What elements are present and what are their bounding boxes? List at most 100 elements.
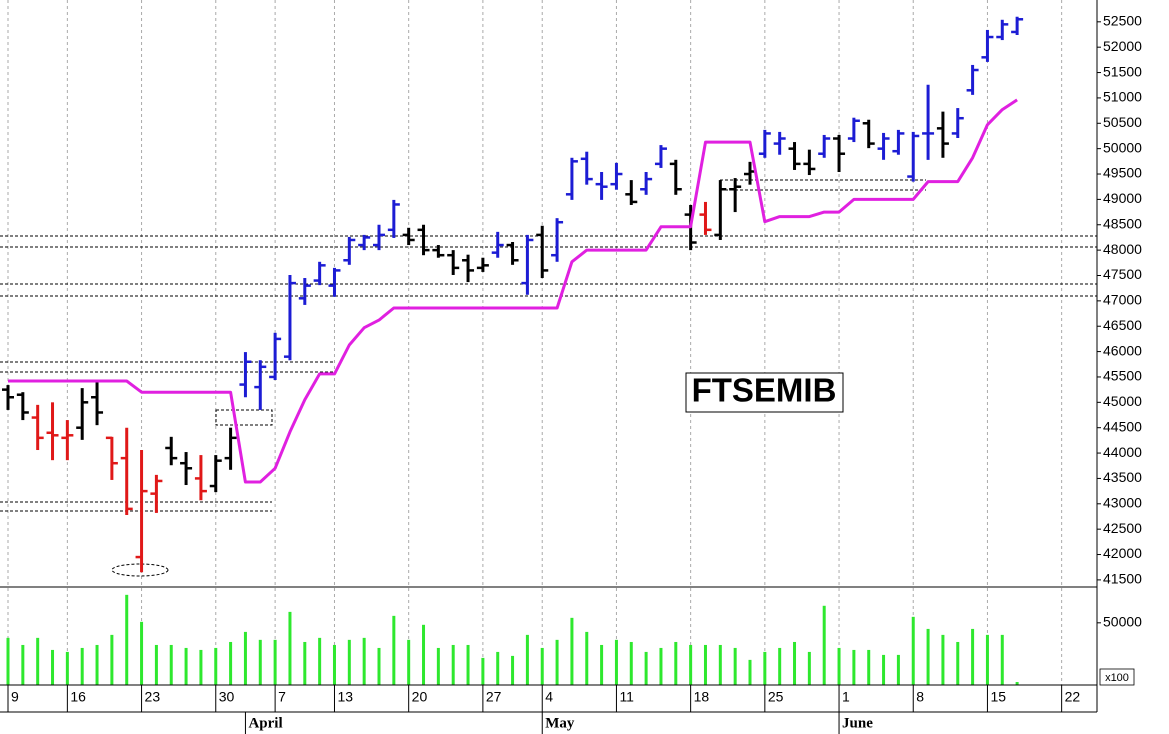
y-tick-label: 47500 [1103, 266, 1142, 282]
y-tick-label: 51500 [1103, 63, 1142, 79]
volume-bar [214, 647, 218, 685]
y-tick-label: 52500 [1103, 13, 1142, 29]
volume-bar [288, 611, 292, 685]
volume-bar [941, 634, 945, 685]
volume-bar [867, 649, 871, 685]
volume-bar [718, 644, 722, 685]
title-box [685, 372, 844, 413]
volume-bar [1015, 682, 1019, 685]
volume-bar [273, 639, 277, 685]
volume-bar [733, 647, 737, 685]
volume-bar [822, 605, 826, 685]
volume-bar [318, 637, 322, 685]
volume-bar [896, 654, 900, 685]
volume-bar [377, 647, 381, 685]
y-tick-label: 47000 [1103, 292, 1142, 308]
volume-bar [140, 621, 144, 685]
volume-bar [258, 639, 262, 685]
volume-bar [778, 647, 782, 685]
y-tick-label: 49500 [1103, 165, 1142, 181]
volume-bar [748, 659, 752, 685]
y-tick-label: 46500 [1103, 317, 1142, 333]
volume-bar [496, 651, 500, 685]
volume-bar [392, 615, 396, 685]
volume-bar [481, 657, 485, 685]
volume-bar [6, 637, 10, 685]
y-tick-label: 44500 [1103, 418, 1142, 434]
volume-bar [65, 651, 69, 685]
volume-bar [407, 639, 411, 685]
x-tick-label: 8 [916, 689, 924, 705]
volume-bar [451, 644, 455, 685]
volume-bar [80, 647, 84, 685]
volume-bar [570, 617, 574, 685]
x-tick-label: 25 [768, 689, 784, 705]
y-tick-label: 52000 [1103, 38, 1142, 54]
y-tick-label: 42500 [1103, 520, 1142, 536]
volume-bar [525, 634, 529, 685]
x-tick-label: 23 [145, 689, 161, 705]
y-tick-label: 50500 [1103, 114, 1142, 130]
volume-bar [674, 641, 678, 685]
volume-bar [985, 634, 989, 685]
y-tick-label: 49000 [1103, 190, 1142, 206]
volume-bar [614, 639, 618, 685]
volume-bar [125, 594, 129, 685]
y-tick-label: 50000 [1103, 139, 1142, 155]
x-tick-label: 30 [219, 689, 235, 705]
x-tick-label: 1 [842, 689, 850, 705]
month-label: June [842, 715, 873, 731]
volume-bar [169, 644, 173, 685]
marks-layer [2, 16, 1024, 685]
volume-bar [511, 655, 515, 685]
volume-bar [362, 637, 366, 685]
volume-bar [303, 641, 307, 685]
annotations [0, 179, 1097, 577]
y-tick-label: 45500 [1103, 368, 1142, 384]
stop-line [8, 98, 1018, 484]
volume-bar [1000, 634, 1004, 685]
y-tick-label: 44000 [1103, 444, 1142, 460]
y-tick-label: 42000 [1103, 545, 1142, 561]
y-tick-label: 45000 [1103, 393, 1142, 409]
x-tick-label: 18 [694, 689, 710, 705]
volume-bar [971, 628, 975, 685]
volume-bar [837, 647, 841, 685]
month-label: May [545, 715, 575, 731]
volume-bar [689, 644, 693, 685]
volume-bar [703, 644, 707, 685]
volume-bar [110, 634, 114, 685]
volume-bar [95, 644, 99, 685]
volume-bar [926, 628, 930, 685]
chart-title: FTSEMIB [692, 372, 837, 409]
volume-bar [436, 647, 440, 685]
x-tick-label: 15 [990, 689, 1006, 705]
volume-bar [21, 644, 25, 685]
volume-bar [585, 631, 589, 685]
unit-label: x100 [1105, 672, 1129, 684]
volume-bar [184, 647, 188, 685]
volume-bar [659, 647, 663, 685]
volume-bar [852, 649, 856, 685]
x-tick-label: 27 [486, 689, 502, 705]
unit-box [1099, 668, 1135, 686]
y-tick-label: 48000 [1103, 241, 1142, 257]
gap-box [215, 409, 273, 426]
volume-bar [154, 644, 158, 685]
y-tick-label: 51000 [1103, 89, 1142, 105]
volume-bar [911, 616, 915, 685]
volume-bar [629, 641, 633, 685]
x-tick-label: 11 [619, 689, 634, 705]
volume-bar [422, 624, 426, 685]
volume-bar [332, 644, 336, 685]
y-tick-label: 41500 [1103, 571, 1142, 587]
x-tick-label: 16 [70, 689, 86, 705]
volume-bar [882, 654, 886, 685]
volume-bar [555, 639, 559, 685]
volume-bar [956, 641, 960, 685]
volume-bar [600, 644, 604, 685]
volume-bar [644, 651, 648, 685]
volume-bar [347, 639, 351, 685]
